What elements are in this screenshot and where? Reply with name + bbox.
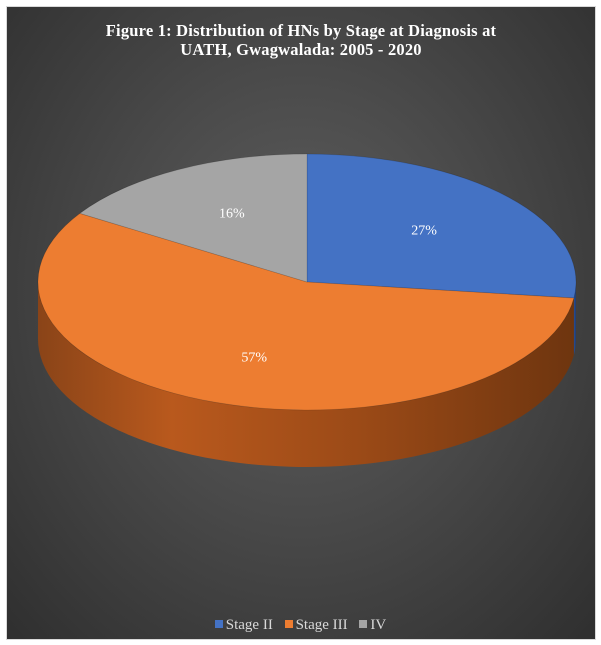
legend-label-stage-iii: Stage III: [295, 617, 348, 633]
pie-side-stage-ii: [573, 282, 576, 356]
legend-label-stage-ii: Stage II: [225, 617, 273, 633]
legend-item-stage-ii: Stage II: [214, 617, 273, 634]
data-label-stage-ii: 27%: [411, 224, 437, 239]
legend-label-iv: IV: [370, 617, 387, 633]
chart-title-line-2: UATH, Gwagwalada: 2005 - 2020: [180, 40, 422, 59]
legend-swatch-iv: [359, 620, 368, 628]
chart-title: Figure 1: Distribution of HNs by Stage a…: [7, 21, 595, 59]
pie-slice-stage-ii: [306, 153, 577, 299]
legend-swatch-stage-ii: [214, 620, 223, 628]
legend-swatch-stage-iii: [284, 620, 293, 628]
chart-legend: Stage II Stage III IV: [0, 617, 601, 634]
pie-slice-stage-iii: [37, 212, 575, 411]
data-label-iv: 16%: [219, 206, 245, 221]
legend-item-stage-iii: Stage III: [284, 617, 348, 634]
pie-side-stage-iii: [38, 282, 574, 467]
chart-title-line-1: Figure 1: Distribution of HNs by Stage a…: [105, 21, 497, 40]
legend-item-iv: IV: [359, 617, 386, 634]
data-label-stage-iii: 57%: [241, 351, 267, 366]
pie-slice-iv: [79, 153, 308, 283]
pie-slices-group: 27% 57% 16%: [37, 153, 577, 467]
